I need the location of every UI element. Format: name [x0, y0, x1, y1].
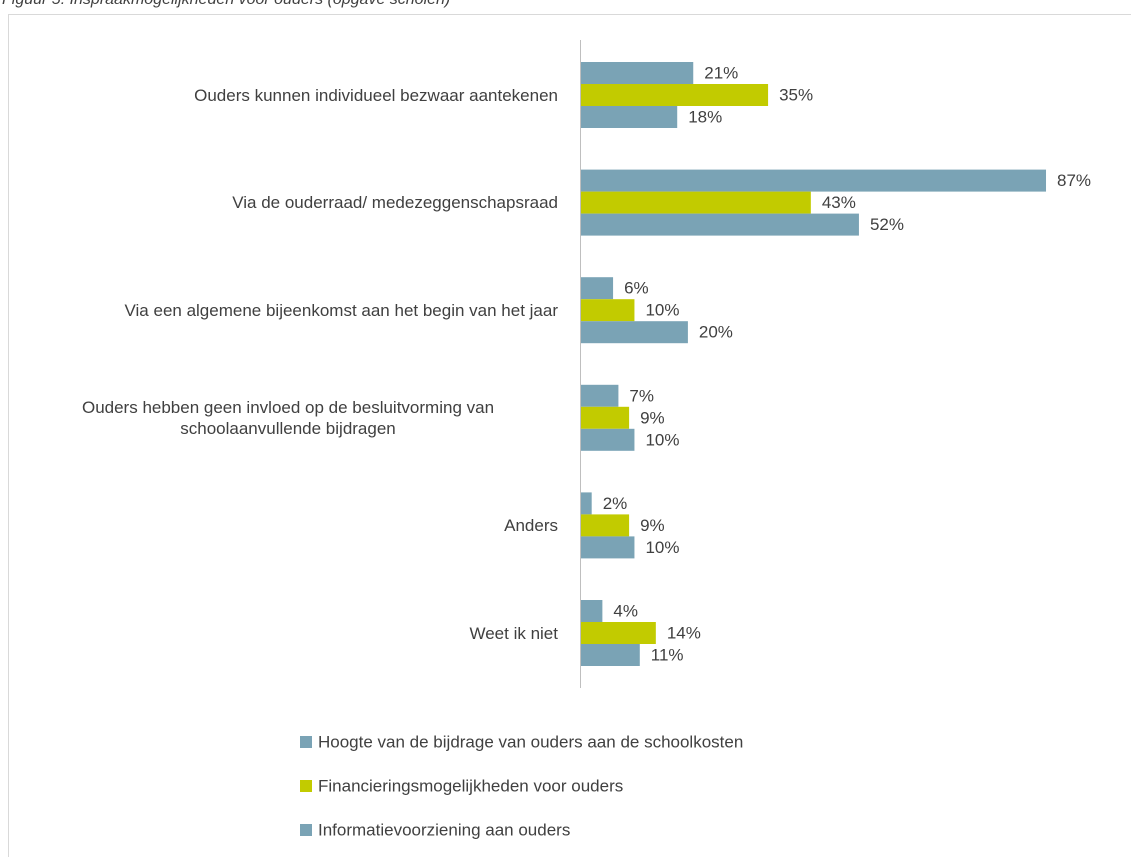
value-label: 11% [651, 645, 684, 664]
value-label: 20% [699, 323, 733, 342]
bar [581, 84, 769, 106]
category-text: Via een algemene bijeenkomst aan het beg… [124, 300, 559, 320]
category-label: Ouders kunnen individueel bezwaar aantek… [18, 85, 558, 106]
bar [581, 644, 640, 666]
category-label: Via de ouderraad/ medezeggenschapsraad [18, 192, 558, 213]
bar [581, 622, 656, 644]
category-label: Anders [18, 515, 558, 536]
bar [581, 62, 694, 84]
value-label: 2% [603, 494, 628, 513]
category-label: Via een algemene bijeenkomst aan het beg… [18, 300, 559, 321]
value-label: 87% [1057, 171, 1091, 190]
bar [581, 321, 688, 344]
bar [581, 384, 619, 407]
value-label: 10% [645, 430, 679, 449]
legend-label: Informatievoorziening aan ouders [318, 820, 570, 839]
legend-swatch [300, 780, 312, 792]
category-text: Via de ouderraad/ medezeggenschapsraad [232, 193, 558, 213]
bar [581, 106, 678, 128]
category-text: Ouders hebben geen invloed op de besluit… [81, 397, 495, 438]
legend-label: Hoogte van de bijdrage van ouders aan de… [318, 732, 743, 751]
bar [581, 600, 603, 622]
chart-border [8, 14, 1131, 857]
value-label: 9% [640, 408, 665, 427]
bar [581, 492, 592, 515]
value-label: 14% [667, 623, 701, 642]
category-label: Weet ik niet [18, 623, 558, 644]
value-label: 43% [822, 193, 856, 212]
value-label: 21% [704, 63, 738, 82]
category-text: Anders [504, 515, 558, 535]
bar [581, 428, 635, 451]
category-text: Weet ik niet [469, 623, 558, 643]
value-label: 10% [645, 301, 679, 320]
value-label: 7% [629, 386, 654, 405]
bar [581, 536, 635, 559]
bar [581, 169, 1047, 192]
bar [581, 213, 859, 236]
legend-swatch [300, 736, 312, 748]
value-label: 10% [645, 538, 679, 557]
bar [581, 299, 635, 322]
value-label: 35% [779, 85, 813, 104]
category-label: Ouders hebben geen invloed op de besluit… [18, 397, 558, 439]
legend-label: Financieringsmogelijkheden voor ouders [318, 776, 623, 795]
value-label: 9% [640, 516, 665, 535]
value-label: 18% [688, 107, 722, 126]
bar [581, 406, 630, 429]
value-label: 6% [624, 279, 649, 298]
legend-swatch [300, 824, 312, 836]
value-label: 52% [870, 215, 904, 234]
chart-title: Figuur 5: Inspraakmogelijkheden voor oud… [2, 0, 450, 9]
bar [581, 191, 811, 214]
bar [581, 514, 630, 537]
category-text: Ouders kunnen individueel bezwaar aantek… [194, 85, 558, 105]
bar [581, 277, 614, 300]
value-label: 4% [613, 601, 638, 620]
